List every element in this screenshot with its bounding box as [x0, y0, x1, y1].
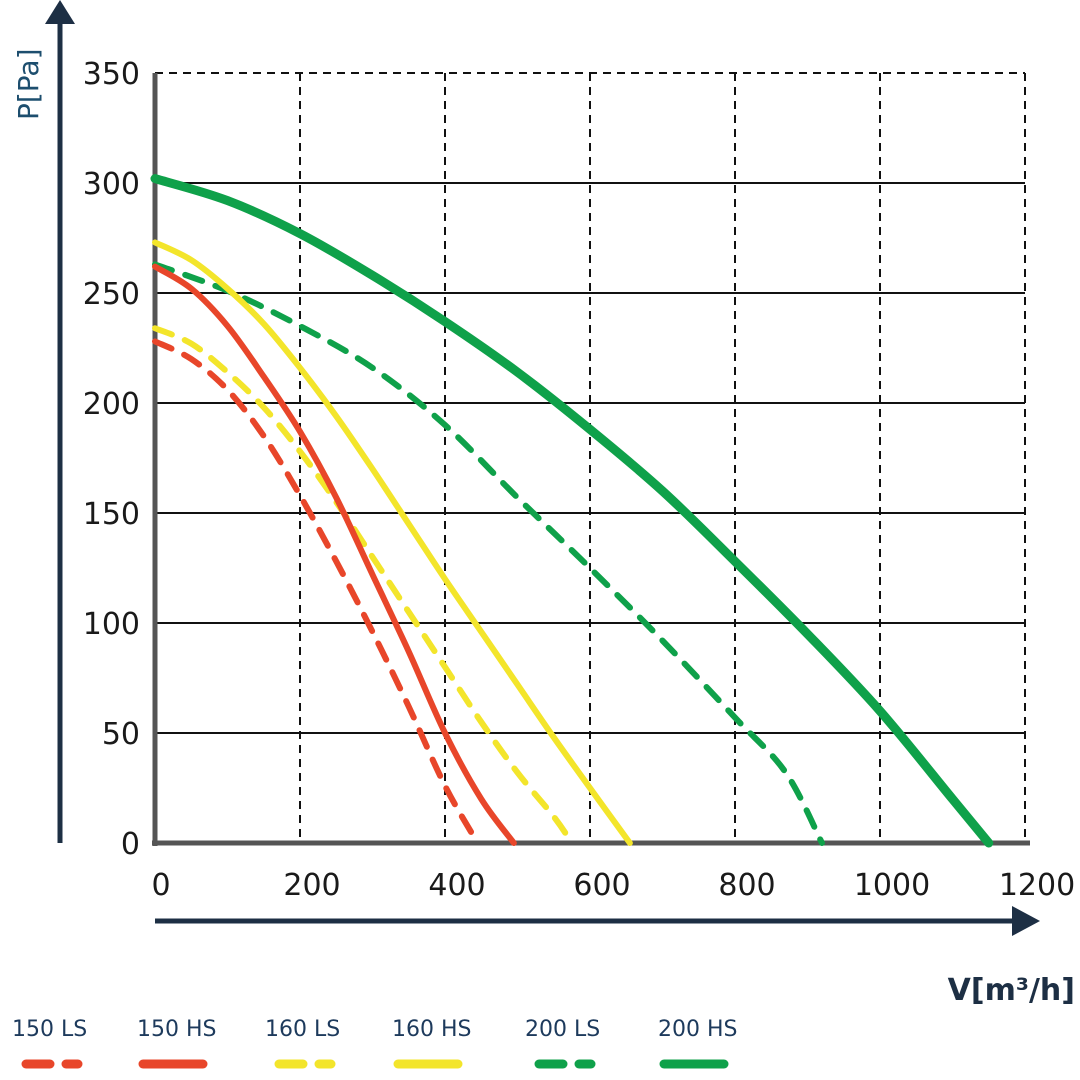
legend-label: 150 HS	[137, 1017, 217, 1042]
series-line-150-ls	[152, 338, 481, 846]
y-tick-label: 250	[83, 277, 140, 312]
x-tick-label: 400	[428, 868, 485, 903]
legend-label: 200 LS	[525, 1017, 600, 1042]
legend: 150 LS 150 HS 160 LS 160 HS 200 LS 200 HS	[12, 1017, 738, 1069]
ticks: 0 50 100 150 200 250 300 350 0 200 400 600 800 1000 12…	[83, 57, 1075, 903]
x-tick-label: 600	[573, 868, 630, 903]
grid	[152, 72, 1030, 846]
legend-label: 160 LS	[265, 1017, 340, 1042]
y-tick-label: 0	[121, 827, 140, 862]
legend-label: 200 HS	[658, 1017, 738, 1042]
x-tick-label: 1200	[999, 868, 1075, 903]
y-axis-label: P[Pa]	[12, 48, 45, 120]
series-line-200-hs	[150, 174, 994, 848]
y-tick-label: 200	[83, 387, 140, 422]
y-tick-label: 300	[83, 167, 140, 202]
series-line-160-hs	[152, 239, 633, 846]
y-axis-arrow-head	[45, 0, 75, 24]
legend-label: 160 HS	[392, 1017, 472, 1042]
series-line-200-ls	[152, 261, 825, 846]
series	[150, 174, 994, 848]
y-tick-label: 350	[83, 57, 140, 92]
series-line-160-ls	[152, 325, 575, 846]
axes: P[Pa] V[m³/h]	[12, 0, 1075, 1008]
x-tick-label: 0	[151, 868, 170, 903]
y-tick-label: 150	[83, 497, 140, 532]
series-line-150-hs	[152, 263, 517, 846]
x-tick-label: 200	[283, 868, 340, 903]
y-tick-label: 50	[102, 717, 140, 752]
x-axis-arrow-head	[1012, 906, 1040, 936]
y-tick-label: 100	[83, 607, 140, 642]
legend-label: 150 LS	[12, 1017, 87, 1042]
x-tick-label: 1000	[854, 868, 930, 903]
x-axis-label: V[m³/h]	[948, 973, 1075, 1008]
x-tick-label: 800	[718, 868, 775, 903]
